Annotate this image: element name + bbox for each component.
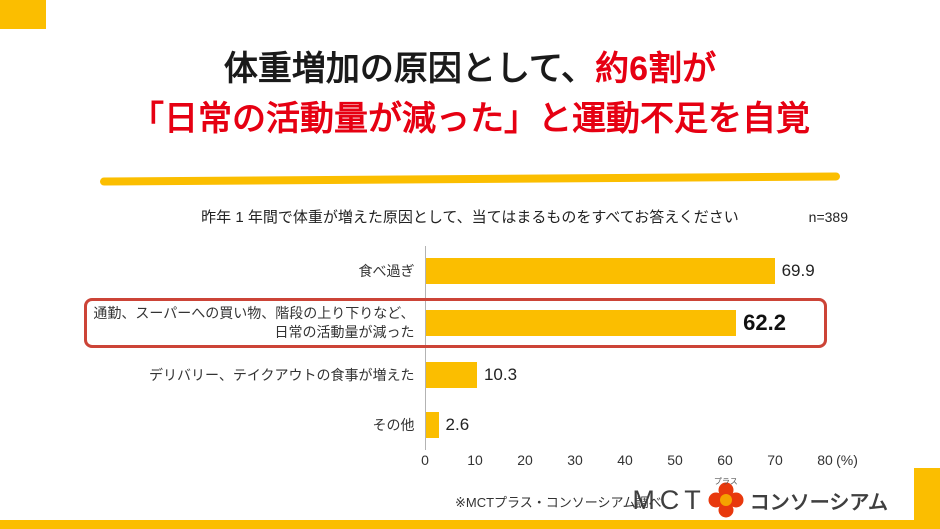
chart-rows: 食べ過ぎ 69.9 通勤、スーパーへの買い物、階段の上り下りなど、 日常の活動量が減…	[84, 246, 827, 450]
logo-plus-text: プラス	[713, 477, 738, 486]
x-tick-label: 60	[717, 452, 733, 468]
title-line1: 体重増加の原因として、約6割が	[0, 44, 940, 94]
source-note: ※MCTプラス・コンソーシアム調べ	[455, 495, 662, 510]
yellow-right-accent	[914, 468, 940, 520]
title-line1-black: 体重増加の原因として、	[223, 50, 596, 88]
flower-center	[719, 494, 732, 506]
chart-row: その他 2.6	[88, 400, 825, 450]
flower-petal	[708, 492, 724, 508]
logo-consortium-text: コンソーシアム	[749, 491, 888, 514]
x-tick-label: 20	[517, 452, 533, 468]
bar	[425, 412, 439, 438]
value-label: 2.6	[445, 415, 470, 434]
flower-petal	[718, 502, 734, 518]
x-tick-label: 50	[667, 452, 683, 468]
bar-track: 2.6	[424, 400, 825, 450]
mct-plus-consortium-logo: MCT プラス コンソーシアム	[632, 477, 888, 518]
title-line2: 「日常の活動量が減った」と運動不足を自覚	[130, 100, 810, 138]
category-label: その他	[372, 416, 415, 433]
title-line1-red: 約6割が	[595, 50, 717, 88]
flower-petal	[718, 482, 734, 498]
category-label: 通勤、スーパーへの買い物、階段の上り下りなど、 日常の活動量が減った	[93, 305, 415, 340]
bar-track: 62.2	[424, 296, 825, 350]
category-label: デリバリー、テイクアウトの食事が増えた	[148, 366, 415, 383]
flower-petal	[728, 492, 744, 508]
bar-track: 10.3	[424, 350, 825, 400]
yellow-marker-underline	[99, 172, 841, 186]
sample-size-label: n=389	[808, 209, 848, 225]
x-tick-label: 30	[567, 452, 583, 468]
yellow-bottom-strip	[0, 520, 940, 529]
logo-mct-text: MCT	[632, 484, 706, 515]
page-title: 体重増加の原因として、約6割が 「日常の活動量が減った」と運動不足を自覚	[0, 44, 940, 144]
chart-row: デリバリー、テイクアウトの食事が増えた 10.3	[88, 350, 825, 400]
value-label: 10.3	[483, 365, 518, 384]
x-axis-unit-label: (%)	[836, 452, 858, 468]
bar	[425, 310, 737, 336]
bar	[425, 258, 775, 284]
value-label: 62.2	[743, 310, 786, 335]
x-tick-label: 80	[817, 452, 833, 468]
x-axis: (%) 0 10 20 30 40 50 60 70 80	[421, 452, 858, 472]
x-tick-label: 10	[467, 452, 483, 468]
chart-row: 食べ過ぎ 69.9	[88, 246, 825, 296]
x-tick-label: 70	[767, 452, 783, 468]
chart-row-highlighted: 通勤、スーパーへの買い物、階段の上り下りなど、 日常の活動量が減った 62.2	[84, 296, 827, 350]
value-label: 69.9	[781, 261, 815, 280]
survey-question: 昨年 1 年間で体重が増えた原因として、当てはまるものをすべてお答えください	[201, 209, 739, 226]
plus-flower-icon: プラス	[708, 477, 744, 518]
category-label: 食べ過ぎ	[358, 262, 415, 279]
x-tick-label: 0	[421, 452, 429, 468]
x-tick-label: 40	[617, 452, 633, 468]
bar-track: 69.9	[424, 246, 825, 296]
yellow-corner-accent	[0, 0, 46, 29]
bar	[425, 362, 477, 388]
flower-icon	[708, 482, 744, 518]
